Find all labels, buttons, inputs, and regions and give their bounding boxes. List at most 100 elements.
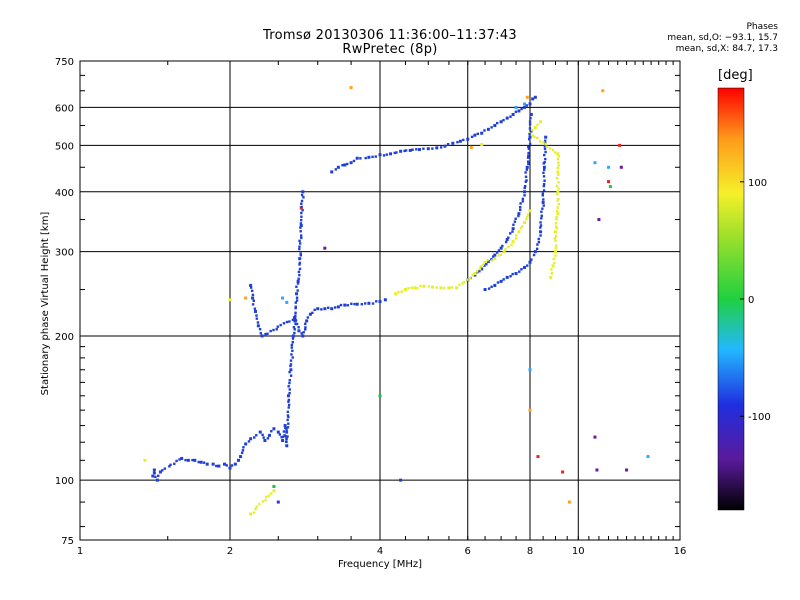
data-point	[528, 138, 530, 140]
colorbar-tick-label: 0	[748, 295, 754, 306]
data-point	[375, 300, 377, 302]
data-point	[556, 152, 559, 155]
data-point	[557, 198, 559, 200]
data-point	[286, 419, 288, 421]
data-point	[507, 236, 509, 238]
data-point	[488, 287, 490, 289]
data-point	[299, 230, 301, 232]
x-axis-label: Frequency [MHz]	[338, 559, 422, 570]
data-point	[511, 230, 513, 232]
data-point	[597, 218, 600, 221]
data-point	[253, 436, 255, 438]
data-point	[556, 212, 559, 215]
data-point	[529, 409, 532, 412]
data-point	[252, 294, 254, 296]
data-point	[346, 163, 348, 165]
data-point	[539, 140, 541, 142]
data-point	[300, 237, 302, 239]
data-point	[386, 153, 388, 155]
data-point	[154, 476, 156, 478]
data-point	[337, 166, 340, 169]
data-point	[244, 442, 247, 445]
data-point	[285, 301, 288, 304]
data-point	[288, 382, 290, 384]
data-point	[200, 461, 203, 464]
data-point	[261, 334, 264, 337]
data-point	[298, 257, 301, 260]
data-point	[287, 422, 289, 424]
data-point	[555, 244, 557, 246]
data-point	[297, 329, 300, 332]
data-point	[536, 455, 539, 458]
data-point	[283, 322, 285, 324]
data-point	[440, 146, 442, 148]
data-point	[298, 248, 300, 250]
x-tick-label: 10	[572, 546, 585, 557]
data-point	[458, 284, 460, 286]
data-point	[487, 128, 490, 131]
data-point	[156, 479, 159, 482]
data-point	[252, 303, 254, 305]
data-point	[253, 300, 255, 302]
data-point	[242, 449, 244, 451]
data-point	[288, 399, 290, 401]
data-point	[253, 511, 255, 513]
data-point	[515, 272, 518, 275]
data-point	[532, 134, 534, 136]
data-point	[554, 240, 556, 242]
data-point	[161, 469, 163, 471]
data-point	[519, 209, 521, 211]
data-point	[480, 132, 483, 135]
data-point	[555, 218, 557, 220]
data-point	[538, 238, 540, 240]
data-point	[292, 341, 294, 343]
data-point	[515, 237, 517, 239]
data-point	[272, 427, 275, 430]
data-point	[557, 164, 559, 166]
data-point	[557, 187, 559, 189]
data-point	[292, 334, 295, 337]
data-point	[217, 465, 220, 468]
data-point	[484, 288, 487, 291]
data-point	[341, 164, 343, 166]
data-point	[451, 286, 453, 288]
data-point	[473, 134, 476, 137]
data-point	[254, 508, 256, 510]
data-point	[517, 109, 520, 112]
data-point	[288, 392, 290, 394]
data-point	[294, 328, 296, 330]
data-point	[483, 129, 485, 131]
data-point	[300, 212, 302, 214]
data-point	[289, 379, 291, 381]
data-point	[301, 209, 303, 211]
data-point	[554, 254, 556, 256]
data-point	[436, 286, 438, 288]
data-point	[491, 259, 493, 261]
data-point	[300, 216, 302, 218]
data-point	[343, 163, 346, 166]
data-point	[287, 394, 290, 397]
data-point	[265, 496, 267, 498]
data-point	[527, 152, 529, 154]
data-point	[523, 102, 526, 105]
data-point	[529, 123, 531, 125]
data-point	[257, 324, 260, 327]
data-point	[268, 434, 271, 437]
data-point	[187, 459, 190, 462]
data-point	[511, 273, 513, 275]
data-point	[543, 189, 545, 191]
data-point	[330, 170, 333, 173]
data-point	[262, 436, 264, 438]
ionogram-chart: Tromsø 20130306 11:36:00–11:37:43 RwPret…	[0, 0, 800, 600]
data-point	[270, 492, 272, 494]
data-point	[543, 180, 545, 182]
data-point	[296, 297, 298, 299]
data-point	[298, 240, 300, 242]
data-point	[525, 179, 527, 181]
data-point	[237, 459, 240, 462]
data-point	[335, 168, 337, 170]
data-point	[379, 394, 382, 397]
data-point	[557, 181, 559, 183]
data-point	[541, 215, 543, 217]
data-point	[295, 306, 297, 308]
